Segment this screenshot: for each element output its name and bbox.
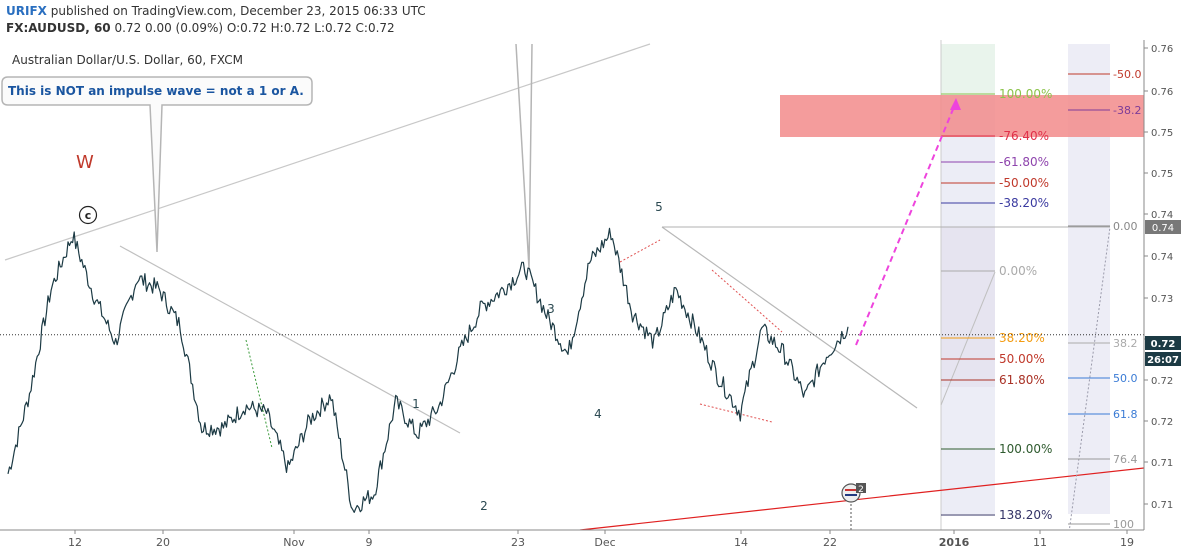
target-zone (780, 95, 1144, 137)
wave-number-label: 4 (594, 407, 602, 421)
x-tick-label: 2016 (939, 536, 970, 549)
x-tick-label: 14 (734, 536, 748, 549)
wave-number-label: 2 (480, 499, 488, 513)
channel-line-b (711, 269, 783, 333)
fib-left-level-label: 100.00% (999, 442, 1052, 456)
fib-right-level-label: 0.00 (1113, 220, 1138, 233)
y-tick-label: 0.73 (1151, 294, 1173, 305)
fib-right-level-label: 50.0 (1113, 372, 1138, 385)
upper-trendline (4, 43, 651, 261)
channel-line-d (245, 339, 273, 449)
fib-left-level-label: 100.00% (999, 87, 1052, 101)
x-tick-label: 9 (366, 536, 373, 549)
fib-left-level-label: -50.00% (999, 176, 1049, 190)
y-tick-label: 0.74 (1151, 252, 1173, 263)
fib-left-level-label: -61.80% (999, 155, 1049, 169)
price-chart[interactable]: 100.00% -76.40% -61.80% -50.00% -38.20% 0.00%… (0, 40, 1184, 556)
fib-zone-left-band (941, 227, 995, 387)
x-tick-label: 12 (68, 536, 82, 549)
y-tick-label: 0.71 (1151, 500, 1173, 511)
published-text: published on TradingView.com, December 2… (50, 4, 426, 18)
fib-left-level-label: 61.80% (999, 373, 1045, 387)
publisher-name[interactable]: URIFX (6, 4, 47, 18)
fib-right-levels: -50.0 -38.2 0.00 38.2 50.0 61.8 76.4 100 (1068, 68, 1141, 531)
support-trendline (579, 467, 1145, 531)
wave-w-label: W (76, 152, 94, 173)
x-tick-label: 22 (823, 536, 837, 549)
bar-timer-value: 26:07 (1147, 355, 1179, 366)
fib-left-levels: 100.00% -76.40% -61.80% -50.00% -38.20% 0.00%… (941, 87, 1052, 522)
projection-arrow (855, 101, 957, 346)
y-tick-label: 0.76 (1151, 87, 1173, 98)
y-tick-label: 0.72 (1151, 376, 1173, 387)
price-axis-bg (1144, 40, 1184, 530)
publish-info: URIFX published on TradingView.com, Dece… (6, 4, 426, 18)
descending-trendline (119, 245, 461, 434)
y-tick-label: 0.75 (1151, 128, 1173, 139)
fib-right-level-label: 76.4 (1113, 453, 1138, 466)
projection-arrow-head (950, 98, 961, 110)
fib-left-level-label: 50.00% (999, 352, 1045, 366)
bar-timer-tag (1145, 352, 1181, 366)
y-tick-label: 0.74 (1151, 210, 1173, 221)
current-price-value: 0.72 (1151, 339, 1176, 350)
fib-price-tag (1145, 220, 1181, 234)
fib-right-level-label: 38.2 (1113, 337, 1138, 350)
symbol-label[interactable]: FX:AUDUSD, 60 (6, 21, 111, 35)
fib-right-level-label: 61.8 (1113, 408, 1138, 421)
chart-title: Australian Dollar/U.S. Dollar, 60, FXCM (12, 53, 243, 67)
fib-left-level-label: 0.00% (999, 264, 1037, 278)
fib-right-diagonal (1067, 226, 1111, 541)
fib-left-level-label: 38.20% (999, 331, 1045, 345)
chart-header: URIFX published on TradingView.com, Dece… (0, 0, 1184, 40)
wave-count-labels: 1 2 3 4 5 (412, 200, 663, 513)
x-tick-label: Dec (594, 536, 615, 549)
wave-c-label: c (85, 209, 92, 222)
fib-left-level-label: 138.20% (999, 508, 1052, 522)
fib-right-level-label: -50.0 (1113, 68, 1141, 81)
event-count-box (856, 483, 866, 493)
y-tick-label: 0.76 (1151, 44, 1173, 55)
event-count: 2 (858, 485, 864, 495)
x-tick-label: 11 (1033, 536, 1047, 549)
channel-line-a (619, 239, 661, 263)
wave-number-label: 3 (547, 302, 555, 316)
time-axis-bg (0, 530, 1184, 556)
fib-left-level-label: -38.20% (999, 196, 1049, 210)
fib-left-level-label: -76.40% (999, 129, 1049, 143)
note-text: This is NOT an impulse wave = not a 1 or… (8, 84, 304, 98)
x-tick-label: 23 (511, 536, 525, 549)
wave-number-label: 1 (412, 397, 420, 411)
ohlc-quote: 0.72 0.00 (0.09%) O:0.72 H:0.72 L:0.72 C… (114, 21, 395, 35)
current-price-tag (1145, 336, 1181, 350)
x-tick-label: Nov (283, 536, 305, 549)
time-axis-ticks: 12 20 Nov 9 23 Dec 14 22 2016 11 19 (68, 530, 1134, 549)
x-tick-label: 20 (156, 536, 170, 549)
x-tick-label: 19 (1120, 536, 1134, 549)
y-tick-label: 0.72 (1151, 417, 1173, 428)
wave-number-label: 5 (655, 200, 663, 214)
note-callout[interactable] (1, 76, 313, 253)
wave-c-circle (78, 205, 98, 225)
fib-zone-left-top (941, 44, 995, 94)
callout-pointer-top (515, 43, 533, 269)
fib-right-level-label: 100 (1113, 518, 1134, 531)
wave5-trendline (661, 226, 918, 409)
channel-line-c (699, 403, 773, 423)
fib-right-level-label: -38.2 (1113, 104, 1141, 117)
fib-price-tag-text: 0.74 (1152, 223, 1174, 234)
y-tick-label: 0.71 (1151, 458, 1173, 469)
y-tick-label: 0.75 (1151, 169, 1173, 180)
price-series[interactable] (7, 227, 849, 513)
symbol-info: FX:AUDUSD, 60 0.72 0.00 (0.09%) O:0.72 H… (6, 21, 395, 35)
